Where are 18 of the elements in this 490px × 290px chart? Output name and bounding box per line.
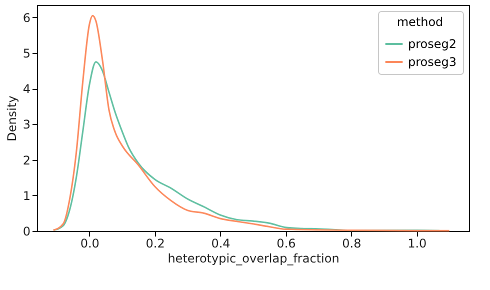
x-tick-label: 0.4 bbox=[211, 236, 230, 250]
legend-label: proseg3 bbox=[408, 55, 457, 69]
y-tick-label: 2 bbox=[22, 153, 30, 168]
x-axis-title: heterotypic_overlap_fraction bbox=[168, 252, 340, 266]
y-tick-label: 3 bbox=[22, 118, 30, 132]
y-tick-label: 6 bbox=[22, 10, 30, 25]
x-tick-label: 0.8 bbox=[342, 236, 362, 250]
legend-title: method bbox=[396, 15, 444, 29]
y-tick-label: 0 bbox=[22, 224, 30, 238]
y-tick-label: 4 bbox=[22, 82, 30, 96]
y-tick-label: 1 bbox=[22, 188, 30, 203]
x-tick-label: 0.2 bbox=[146, 236, 165, 250]
x-tick-label: 1.0 bbox=[408, 236, 427, 250]
x-tick-label: 0.6 bbox=[276, 236, 296, 250]
x-tick-label: 0.0 bbox=[80, 236, 100, 250]
y-tick-label: 5 bbox=[22, 46, 30, 61]
legend-label: proseg2 bbox=[408, 37, 457, 51]
y-axis-title: Density bbox=[4, 96, 19, 142]
